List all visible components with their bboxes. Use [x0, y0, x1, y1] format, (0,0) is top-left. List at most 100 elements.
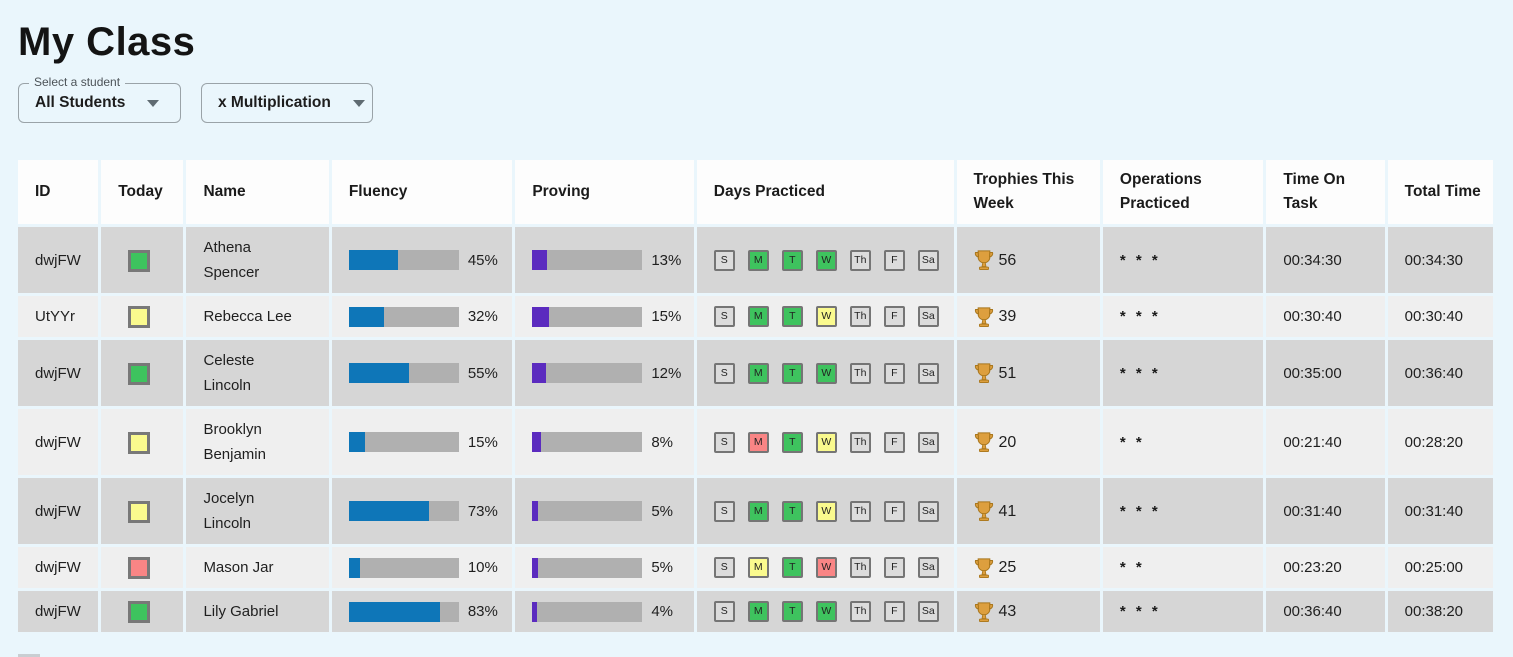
trophy-icon: [974, 306, 993, 327]
trophy-indicator: 41: [974, 499, 1090, 524]
day-box-sa: Sa: [917, 557, 939, 579]
column-header-proving: Proving: [515, 160, 694, 225]
fluency-bar: 10%: [348, 555, 502, 580]
day-box-t: T: [781, 362, 803, 384]
day-box-sa: Sa: [917, 500, 939, 522]
day-box-sa: Sa: [917, 601, 939, 623]
total-time-cell: 00:25:00: [1387, 547, 1493, 589]
proving-value: 8%: [651, 433, 673, 451]
fluency-value: 83%: [467, 603, 498, 621]
trophy-count: 39: [998, 308, 1017, 326]
fluency-cell: 15%: [331, 409, 513, 476]
operations-cell: * * *: [1102, 227, 1264, 294]
today-cell: [101, 591, 184, 633]
today-status-square: [128, 249, 151, 272]
day-box-t: T: [781, 500, 803, 522]
proving-cell: 5%: [515, 478, 694, 545]
days-practiced: S M T W Th F Sa: [713, 601, 944, 623]
total-time-cell: 00:34:30: [1387, 227, 1493, 294]
today-status-square: [128, 601, 151, 624]
student-name: Jocelyn Lincoln: [203, 490, 255, 533]
page-title: My Class: [18, 20, 196, 64]
cutoff-element: [18, 654, 40, 657]
fluency-bar: 73%: [348, 499, 502, 524]
day-box-f: F: [883, 306, 905, 328]
fluency-bar-track: [348, 363, 459, 384]
trophy-icon: [974, 601, 993, 622]
days-practiced-cell: S M T W Th F Sa: [696, 227, 954, 294]
days-practiced-cell: S M T W Th F Sa: [696, 547, 954, 589]
student-select[interactable]: Select a student All Students: [18, 75, 181, 123]
proving-bar-track: [532, 557, 643, 578]
column-header-trophies-this-week: Trophies This Week: [956, 160, 1100, 225]
proving-cell: 5%: [515, 547, 694, 589]
day-box-m: M: [747, 601, 769, 623]
table-row: dwjFW Brooklyn Benjamin 15% 8% S M T W Th F Sa 20 * …: [18, 409, 1493, 476]
trophies-cell: 51: [956, 340, 1100, 407]
day-box-th: Th: [849, 500, 871, 522]
column-header-id: ID: [18, 160, 99, 225]
name-cell: Lily Gabriel: [186, 591, 329, 633]
fluency-bar-fill: [348, 601, 441, 622]
trophy-indicator: 56: [974, 248, 1090, 273]
trophies-cell: 41: [956, 478, 1100, 545]
total-time-cell: 00:30:40: [1387, 296, 1493, 338]
today-status-square: [128, 431, 151, 454]
trophies-cell: 39: [956, 296, 1100, 338]
fluency-cell: 10%: [331, 547, 513, 589]
fluency-bar-track: [348, 501, 459, 522]
day-box-m: M: [747, 249, 769, 271]
operations-practiced-value: * * *: [1119, 502, 1161, 520]
proving-value: 12%: [651, 364, 682, 382]
day-box-f: F: [883, 601, 905, 623]
fluency-value: 15%: [467, 433, 498, 451]
proving-bar-track: [532, 432, 643, 453]
student-name: Brooklyn Benjamin: [203, 421, 266, 464]
trophy-count: 25: [998, 559, 1017, 577]
column-header-today: Today: [101, 160, 184, 225]
trophy-icon: [974, 432, 993, 453]
trophy-indicator: 20: [974, 430, 1090, 455]
proving-value: 4%: [651, 603, 673, 621]
id-cell: dwjFW: [18, 547, 99, 589]
proving-cell: 12%: [515, 340, 694, 407]
table-row: dwjFW Mason Jar 10% 5% S M T W Th F Sa 25 * * 00:23:2…: [18, 547, 1493, 589]
column-header-name: Name: [186, 160, 329, 225]
days-practiced: S M T W Th F Sa: [713, 431, 944, 453]
time-on-task-cell: 00:34:30: [1266, 227, 1385, 294]
name-cell: Athena Spencer: [186, 227, 329, 294]
trophy-indicator: 43: [974, 599, 1090, 624]
table-row: dwjFW Athena Spencer 45% 13% S M T W Th F Sa 56 * * …: [18, 227, 1493, 294]
total-time-cell: 00:31:40: [1387, 478, 1493, 545]
day-box-m: M: [747, 557, 769, 579]
student-select-label: Select a student: [29, 75, 126, 89]
proving-bar-fill: [532, 306, 549, 327]
proving-bar: 12%: [532, 361, 683, 386]
total-time-cell: 00:36:40: [1387, 340, 1493, 407]
days-practiced: S M T W Th F Sa: [713, 362, 944, 384]
id-cell: UtYYr: [18, 296, 99, 338]
fluency-bar-fill: [348, 363, 410, 384]
day-box-f: F: [883, 500, 905, 522]
proving-bar-fill: [532, 432, 542, 453]
proving-bar-fill: [532, 363, 546, 384]
operations-practiced-value: * * *: [1119, 308, 1161, 326]
proving-value: 13%: [651, 251, 682, 269]
time-on-task-cell: 00:23:20: [1266, 547, 1385, 589]
column-header-fluency: Fluency: [331, 160, 513, 225]
proving-cell: 15%: [515, 296, 694, 338]
id-cell: dwjFW: [18, 591, 99, 633]
today-status-square: [128, 557, 151, 580]
trophy-indicator: 39: [974, 304, 1090, 329]
proving-bar-fill: [532, 601, 537, 622]
operation-select[interactable]: x Multiplication: [201, 83, 373, 123]
day-box-th: Th: [849, 601, 871, 623]
chevron-down-icon: [352, 99, 365, 107]
time-on-task-cell: 00:31:40: [1266, 478, 1385, 545]
trophy-icon: [974, 557, 993, 578]
day-box-th: Th: [849, 249, 871, 271]
proving-bar-track: [532, 306, 643, 327]
fluency-bar-track: [348, 557, 459, 578]
day-box-s: S: [713, 249, 735, 271]
trophies-cell: 56: [956, 227, 1100, 294]
